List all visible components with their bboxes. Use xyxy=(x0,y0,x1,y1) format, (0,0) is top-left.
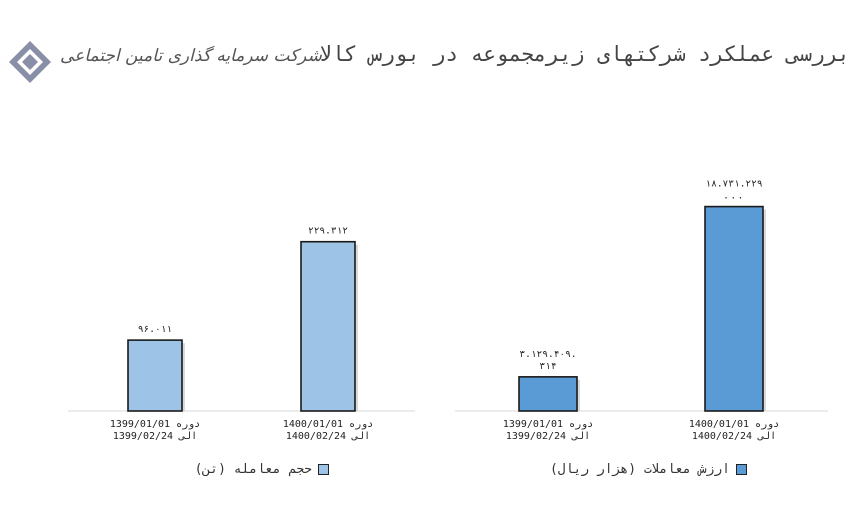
bar xyxy=(518,376,578,412)
data-label: ۱۸.۷۳۱.۲۲۹ xyxy=(705,179,762,190)
data-label: ۳۱۴ xyxy=(539,361,556,372)
data-label: ۳.۱۲۹.۴۰۹. xyxy=(519,349,576,360)
company-logo xyxy=(9,41,51,83)
legend-label-value: ارزش معاملات (هزار ریال) xyxy=(549,462,730,477)
legend-value: ارزش معاملات (هزار ریال) xyxy=(550,462,747,477)
x-tick-label: 1400/02/24 الی xyxy=(286,431,370,442)
data-label: ۹۶.۰۱۱ xyxy=(138,324,172,335)
x-tick-label: 1400/01/01 دوره xyxy=(689,419,779,430)
x-tick-label: 1400/02/24 الی xyxy=(692,431,776,442)
x-tick-label: 1399/01/01 دوره xyxy=(110,419,200,430)
x-tick-label: 1399/02/24 الی xyxy=(113,431,197,442)
bar xyxy=(300,240,356,412)
logo-text: شرکت سرمایه گذاری تامین اجتماعی xyxy=(60,46,322,66)
legend-swatch-value xyxy=(736,464,747,475)
x-tick-label: 1400/01/01 دوره xyxy=(283,419,373,430)
bar xyxy=(704,205,764,412)
bar xyxy=(127,339,183,412)
page-title: بررسی عملکرد شرکتهای زیرمجموعه در بورس ک… xyxy=(318,42,850,66)
legend-swatch-volume xyxy=(318,464,329,475)
legend-label-volume: حجم معامله (تن) xyxy=(194,462,312,477)
legend-volume: حجم معامله (تن) xyxy=(195,462,329,477)
data-label: ۲۲۹.۳۱۲ xyxy=(308,226,348,237)
data-label: ... xyxy=(723,191,745,202)
x-tick-label: 1399/01/01 دوره xyxy=(503,419,593,430)
x-tick-label: 1399/02/24 الی xyxy=(506,431,590,442)
